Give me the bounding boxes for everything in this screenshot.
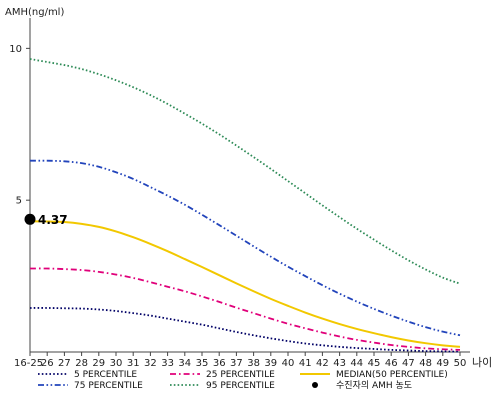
- series-line-95-percentile: [29, 58, 461, 285]
- legend-median-50-percentile--label: MEDIAN(50 PERCENTILE): [336, 370, 448, 380]
- x-tick-label-14: 39: [264, 358, 277, 369]
- legend-patient-marker-swatch: [312, 382, 318, 388]
- y-axis-title: AMH(ng/ml): [5, 7, 64, 18]
- patient-marker-layer: 4.37: [24, 213, 68, 227]
- legend-75-percentile-label: 75 PERCENTILE: [74, 381, 143, 391]
- x-tick-label-23: 48: [419, 358, 432, 369]
- x-tick-label-24: 49: [436, 358, 449, 369]
- series-lines: [29, 58, 461, 353]
- x-tick-label-7: 32: [144, 358, 157, 369]
- x-tick-label-8: 33: [161, 358, 174, 369]
- x-tick-label-17: 42: [316, 358, 329, 369]
- legend-25-percentile-label: 25 PERCENTILE: [206, 370, 275, 380]
- x-axis-title: 나이: [472, 356, 492, 369]
- x-tick-label-12: 37: [230, 358, 243, 369]
- x-tick-label-11: 36: [213, 358, 226, 369]
- x-tick-label-13: 38: [247, 358, 260, 369]
- x-tick-label-6: 31: [127, 358, 140, 369]
- series-line-75-percentile: [29, 159, 461, 337]
- x-tick-label-18: 43: [333, 358, 346, 369]
- series-line-25-percentile: [29, 267, 461, 351]
- x-tick-label-20: 45: [368, 358, 381, 369]
- x-tick-label-22: 47: [402, 358, 415, 369]
- y-tick-label-1: 10: [9, 44, 22, 55]
- x-tick-label-1: 26: [41, 358, 54, 369]
- y-ticks: 5 10: [9, 44, 30, 207]
- x-tick-label-10: 35: [196, 358, 209, 369]
- x-tick-label-4: 29: [92, 358, 105, 369]
- x-tick-label-15: 40: [282, 358, 295, 369]
- series-line-5-percentile: [29, 307, 461, 353]
- series-line-median-50-percentile-: [29, 220, 461, 348]
- x-tick-label-19: 44: [350, 358, 363, 369]
- x-tick-label-3: 28: [75, 358, 88, 369]
- y-tick-label-0: 5: [16, 196, 22, 207]
- x-tick-label-16: 41: [299, 358, 312, 369]
- legend-95-percentile-label: 95 PERCENTILE: [206, 381, 275, 391]
- legend-patient-marker-label: 수진자의 AMH 농도: [336, 380, 412, 391]
- legend-5-percentile-label: 5 PERCENTILE: [74, 370, 137, 380]
- x-tick-label-9: 34: [178, 358, 191, 369]
- x-tick-label-21: 46: [385, 358, 398, 369]
- x-tick-label-25: 50: [454, 358, 467, 369]
- x-tick-label-2: 27: [58, 358, 71, 369]
- patient-amh-marker: [24, 213, 36, 225]
- x-tick-label-5: 30: [110, 358, 123, 369]
- legend: 5 PERCENTILE 25 PERCENTILE MEDIAN(50 PERCE…: [38, 370, 448, 391]
- patient-amh-value-label: 4.37: [38, 213, 68, 227]
- x-tick-label-0: 16-25: [14, 358, 43, 369]
